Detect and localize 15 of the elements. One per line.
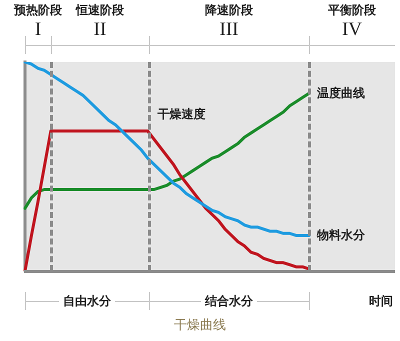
text: 预热阶段 [10,3,66,17]
text: 时间 [369,294,393,308]
text: IV [342,19,362,40]
text: 干燥曲线 [174,318,226,333]
text: 结合水分 [201,294,257,308]
text: 降速阶段 [201,3,257,17]
text: II [94,19,106,40]
series-label: 干燥速度 [158,106,206,121]
text: III [220,19,238,40]
text: 自由水分 [59,294,115,308]
series-label: 温度曲线 [317,86,365,100]
series-label: 物料水分 [317,228,365,242]
text: 恒速阶段 [72,3,128,17]
text: 平衡阶段 [324,3,380,17]
text: I [34,19,42,40]
